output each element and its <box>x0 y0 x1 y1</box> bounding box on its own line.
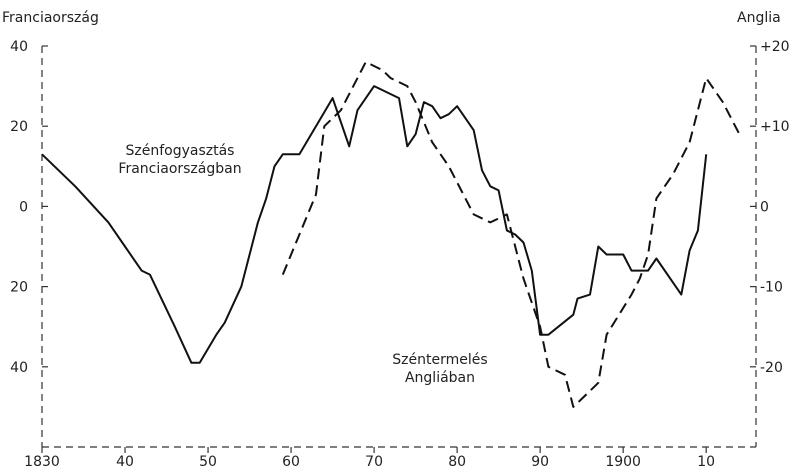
annotation-line: Szénfogyasztás <box>126 143 235 159</box>
plot-frame <box>41 46 757 448</box>
left-axis-title: Franciaország <box>2 10 99 26</box>
annotation-line: Angliában <box>405 370 475 386</box>
annotation-line: Széntermelés <box>392 352 487 368</box>
series-line-england <box>281 61 741 408</box>
annotation-layer: Szénfogyasztás Franciaországban Széntermel… <box>118 143 487 386</box>
left-tick-label: 0 <box>19 199 28 215</box>
right-tick-label: 0 <box>760 199 769 215</box>
left-tick-label: 20 <box>10 119 28 135</box>
x-tick-label: 90 <box>531 454 549 469</box>
annotation-england: Széntermelés Angliában <box>392 352 487 386</box>
right-tick-label: -10 <box>760 280 783 296</box>
x-tick-label: 10 <box>697 454 715 469</box>
x-tick-label: 1900 <box>605 454 641 469</box>
left-tick-label: 20 <box>10 280 28 296</box>
right-axis-title: Anglia <box>737 10 781 26</box>
x-tick-label: 80 <box>448 454 466 469</box>
right-tick-label: +10 <box>760 119 790 135</box>
x-tick-label: 60 <box>282 454 300 469</box>
x-tick-label: 40 <box>116 454 134 469</box>
annotation-france: Szénfogyasztás Franciaországban <box>118 143 241 177</box>
right-axis: +20 +10 0 -10 -20 <box>750 39 790 376</box>
annotation-line: Franciaországban <box>118 161 241 177</box>
series-line-france <box>41 85 708 364</box>
right-tick-label: +20 <box>760 39 790 55</box>
x-tick-label: 70 <box>365 454 383 469</box>
left-axis: 40 20 0 20 40 <box>10 39 48 376</box>
x-tick-label: 1830 <box>24 454 60 469</box>
right-tick-label: -20 <box>760 360 783 376</box>
x-tick-label: 50 <box>199 454 217 469</box>
left-tick-label: 40 <box>10 360 28 376</box>
x-axis: 1830 40 50 60 70 80 90 1900 10 <box>24 447 715 469</box>
left-tick-label: 40 <box>10 39 28 55</box>
series-layer <box>41 61 741 408</box>
